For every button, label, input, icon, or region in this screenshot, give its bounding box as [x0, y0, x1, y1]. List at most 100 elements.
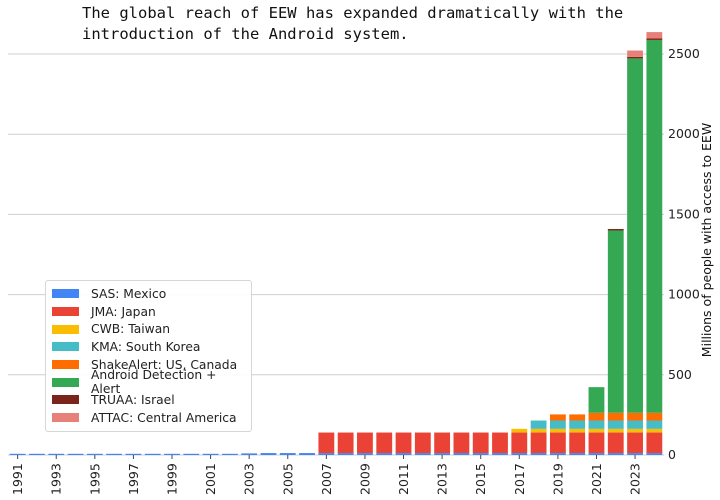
legend-label: SAS: Mexico: [91, 286, 167, 301]
bar-segment: [607, 453, 624, 455]
bar-segment: [183, 453, 200, 455]
x-tick-label: 2023: [628, 463, 643, 495]
bar-segment: [549, 420, 566, 429]
y-tick-label: 1500: [668, 206, 700, 221]
bar-segment: [318, 432, 335, 454]
x-tick-label: 2007: [319, 463, 334, 495]
bar-segment: [646, 412, 663, 421]
bar-segment: [472, 432, 489, 454]
legend-label: Android Detection + Alert: [91, 368, 217, 397]
bar-segment: [357, 453, 373, 455]
bar-segment: [549, 428, 566, 433]
bar-segment: [86, 453, 103, 455]
x-tick-label: 1991: [10, 463, 25, 495]
bar-segment: [549, 453, 566, 455]
chart-title: The global reach of EEW has expanded dra…: [82, 4, 633, 43]
bar-segment: [530, 432, 547, 454]
bar-segment: [646, 32, 663, 39]
legend-item: Android Detection + Alert: [52, 368, 245, 396]
bar-segment: [144, 453, 161, 455]
legend-swatch: [52, 413, 79, 423]
bar-segment: [48, 453, 65, 455]
bar-segment: [627, 50, 643, 57]
bar-segment: [646, 432, 663, 454]
bar-segment: [202, 453, 219, 455]
legend-item: ATTAC: Central America: [52, 409, 245, 427]
bar-segment: [646, 428, 663, 433]
x-tick-label: 2021: [589, 463, 604, 495]
bar-segment: [607, 420, 624, 429]
bar-segment: [337, 432, 354, 454]
bar-segment: [646, 420, 663, 429]
bar-segment: [511, 432, 528, 454]
bar-segment: [588, 420, 605, 429]
bar-segment: [492, 453, 508, 455]
bar-segment: [627, 453, 643, 455]
legend-swatch: [52, 324, 79, 334]
bar-segment: [646, 39, 663, 413]
bar-segment: [530, 420, 547, 429]
bar-segment: [472, 453, 489, 455]
y-tick-label: 500: [668, 367, 692, 382]
bar-segment: [221, 453, 238, 455]
bar-segment: [588, 387, 605, 413]
bar-segment: [607, 412, 624, 421]
bar-segment: [376, 432, 393, 454]
legend-item: KMA: South Korea: [52, 338, 245, 356]
legend-label: KMA: South Korea: [91, 339, 201, 354]
bar-segment: [164, 453, 180, 455]
x-axis: 1991 1993 1995 1997 1999 2001 2003 2005 2007 2009…: [10, 455, 643, 495]
legend-label: TRUAA: Israel: [91, 392, 175, 407]
x-tick-label: 2013: [435, 463, 450, 495]
x-tick-label: 1999: [165, 463, 180, 495]
bar-segment: [607, 428, 624, 433]
bar-segment: [588, 412, 605, 421]
bar-segment: [607, 432, 624, 454]
x-tick-label: 2003: [242, 463, 257, 495]
bar-segment: [627, 432, 643, 454]
y-axis: 0 500 1000 1500 2000 2500: [668, 46, 700, 462]
x-tick-label: 2019: [550, 463, 565, 495]
bar-segment: [530, 453, 547, 455]
bar-segment: [646, 38, 663, 40]
x-tick-label: 2015: [473, 463, 488, 495]
bar-segment: [9, 453, 26, 455]
y-tick-label: 2000: [668, 126, 700, 141]
x-tick-label: 1997: [126, 463, 141, 495]
bar-segment: [607, 230, 624, 413]
legend-label: CWB: Taiwan: [91, 322, 171, 337]
bar-segment: [395, 432, 412, 454]
x-tick-label: 1993: [49, 463, 64, 495]
bar-segment: [125, 453, 142, 455]
bar-segment: [434, 453, 451, 455]
bar-segment: [569, 420, 586, 429]
y-tick-label: 0: [668, 447, 676, 462]
bar-segment: [337, 453, 354, 455]
bar-segment: [414, 453, 431, 455]
bar-segment: [414, 432, 431, 454]
legend-item: JMA: Japan: [52, 303, 245, 321]
x-tick-label: 2005: [280, 463, 295, 495]
legend-item: CWB: Taiwan: [52, 320, 245, 338]
bar-segment: [260, 453, 277, 455]
bar-segment: [357, 432, 373, 454]
bar-segment: [453, 432, 470, 454]
bar-segment: [549, 414, 566, 421]
legend-swatch: [52, 395, 79, 405]
bar-segment: [569, 432, 586, 454]
x-tick-label: 2009: [357, 463, 372, 495]
bar-segment: [627, 56, 643, 59]
y-tick-label: 1000: [668, 287, 700, 302]
bar-segment: [569, 428, 586, 433]
bar-segment: [549, 432, 566, 454]
bar-segment: [67, 453, 84, 455]
legend-item: ShakeAlert: US, Canada: [52, 356, 245, 374]
y-tick-label: 2500: [668, 46, 700, 61]
x-tick-label: 2011: [396, 463, 411, 495]
bar-segment: [376, 453, 393, 455]
legend-swatch: [52, 342, 79, 352]
legend-label: ShakeAlert: US, Canada: [91, 357, 238, 372]
legend-swatch: [52, 377, 79, 387]
legend-label: ATTAC: Central America: [91, 410, 237, 425]
